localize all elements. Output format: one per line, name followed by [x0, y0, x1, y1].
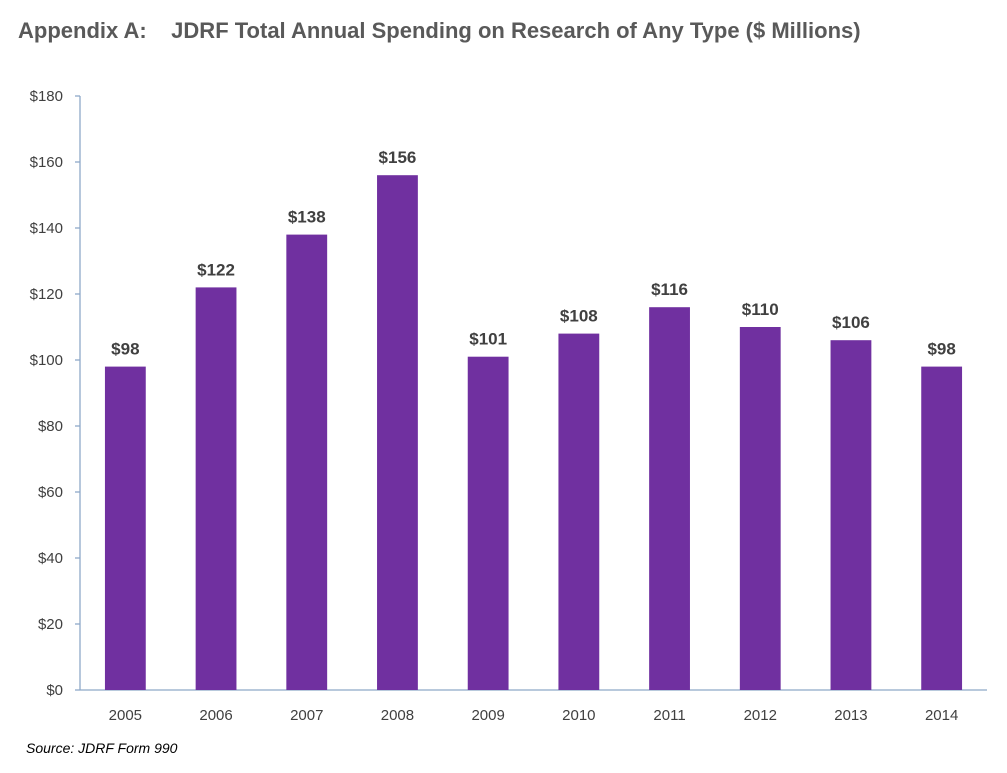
bar [739, 327, 781, 690]
bar [830, 340, 872, 690]
bar [195, 287, 237, 690]
y-tick-label: $160 [30, 154, 63, 171]
x-tick-label: 2010 [562, 707, 595, 724]
y-tick-label: $0 [46, 682, 63, 699]
x-tick-label: 2012 [744, 707, 777, 724]
data-label: $110 [742, 300, 779, 319]
x-tick-label: 2007 [290, 707, 323, 724]
data-label: $138 [288, 208, 326, 227]
chart-title: Appendix A: JDRF Total Annual Spending o… [18, 18, 861, 43]
bars [104, 175, 963, 690]
data-label: $101 [469, 330, 507, 349]
data-label: $122 [197, 260, 235, 279]
data-label: $98 [927, 340, 955, 359]
x-tick-label: 2008 [381, 707, 414, 724]
y-tick-label: $20 [38, 616, 63, 633]
x-tick-label: 2006 [199, 707, 232, 724]
y-tick-label: $140 [30, 220, 63, 237]
x-axis: 2005 2006 2007 2008 2009 2010 2011 2012 2013 2014 [80, 689, 987, 724]
y-tick-label: $120 [30, 286, 63, 303]
data-label: $108 [560, 307, 598, 326]
x-tick-label: 2005 [109, 707, 142, 724]
bar [558, 333, 600, 690]
y-axis: $0 $20 $40 $60 $80 $100 $120 $140 $160 $180 [30, 88, 81, 699]
data-label: $156 [379, 148, 417, 167]
bar [286, 234, 328, 690]
source-note: Source: JDRF Form 990 [26, 740, 178, 756]
x-tick-label: 2011 [653, 707, 685, 724]
x-tick-label: 2013 [834, 707, 867, 724]
y-tick-label: $60 [38, 484, 63, 501]
y-tick-label: $40 [38, 550, 63, 567]
y-tick-label: $80 [38, 418, 63, 435]
x-tick-label: 2014 [925, 707, 958, 724]
bar [649, 307, 690, 690]
y-tick-label: $100 [30, 352, 63, 369]
data-label: $116 [651, 280, 688, 299]
data-label: $106 [832, 313, 870, 332]
bar [377, 175, 418, 690]
data-label: $98 [111, 340, 139, 359]
bar [104, 366, 146, 690]
y-tick-label: $180 [30, 88, 63, 105]
x-tick-label: 2009 [471, 707, 504, 724]
data-labels: $98 $122 $138 $156 $101 $108 $116 $110 $106 $98 [111, 148, 956, 358]
bar [921, 366, 963, 690]
bar [467, 356, 509, 690]
